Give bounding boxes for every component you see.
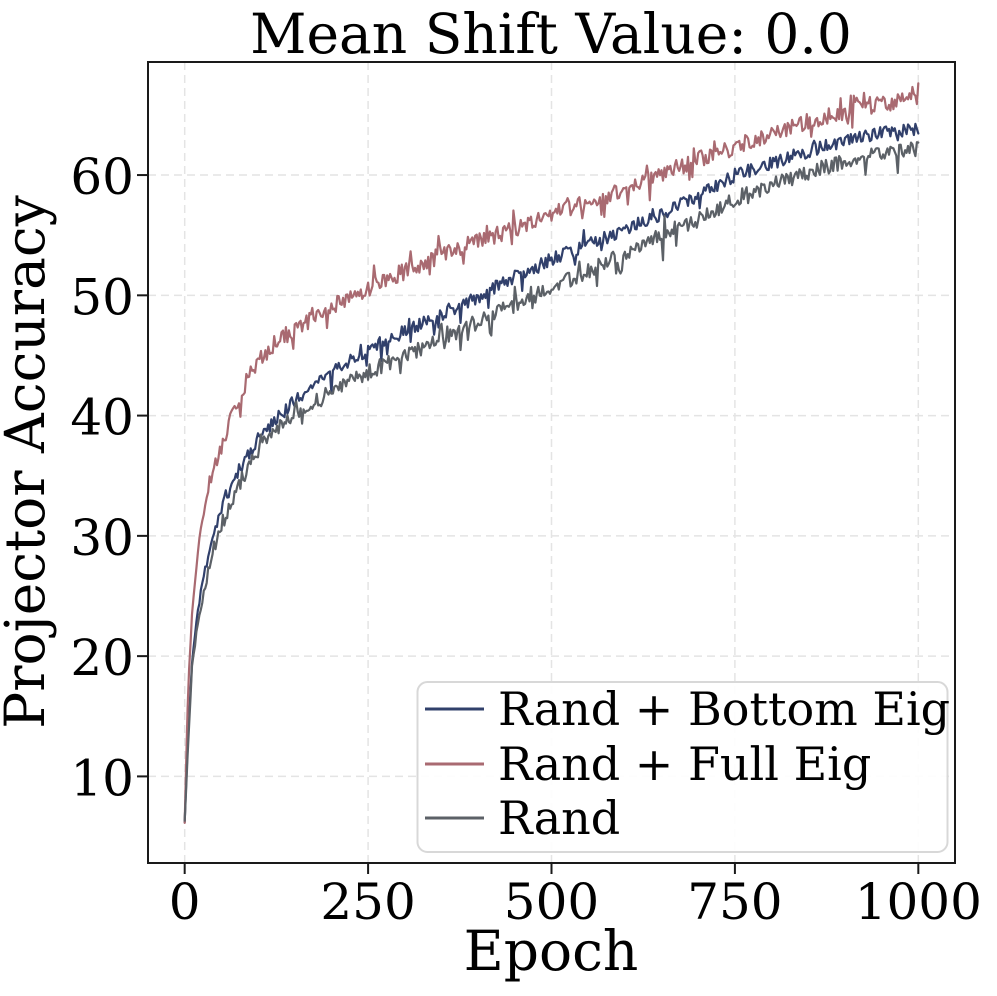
chart-title: Mean Shift Value: 0.0 <box>250 2 852 66</box>
x-tick-label: 250 <box>320 873 415 931</box>
x-tick-label: 1000 <box>855 873 982 931</box>
series-line-rand <box>183 141 920 822</box>
legend-label: Rand <box>498 791 620 845</box>
legend-box <box>416 681 949 853</box>
x-tick-label: 500 <box>504 873 599 931</box>
legend-entry: Rand + Bottom Eig <box>425 682 950 736</box>
x-tick-label: 0 <box>169 873 201 931</box>
series-line-rand-bottom-eig <box>183 122 920 824</box>
x-axis-label: Epoch <box>464 919 639 983</box>
y-tick-label: 50 <box>70 268 134 326</box>
legend-entry: Rand <box>425 791 620 845</box>
y-tick-label: 20 <box>70 629 134 687</box>
y-tick-label: 30 <box>70 509 134 567</box>
y-tick-label: 10 <box>70 749 134 807</box>
y-tick-label: 60 <box>70 148 134 206</box>
y-axis-label: Projector Accuracy <box>0 195 57 729</box>
legend-label: Rand + Bottom Eig <box>498 682 950 736</box>
series-line-rand-full-eig <box>183 82 920 824</box>
legend-entry: Rand + Full Eig <box>425 737 871 791</box>
legend-label: Rand + Full Eig <box>498 737 871 791</box>
ticks <box>137 174 920 874</box>
y-tick-label: 40 <box>70 389 134 447</box>
x-tick-label: 750 <box>687 873 782 931</box>
